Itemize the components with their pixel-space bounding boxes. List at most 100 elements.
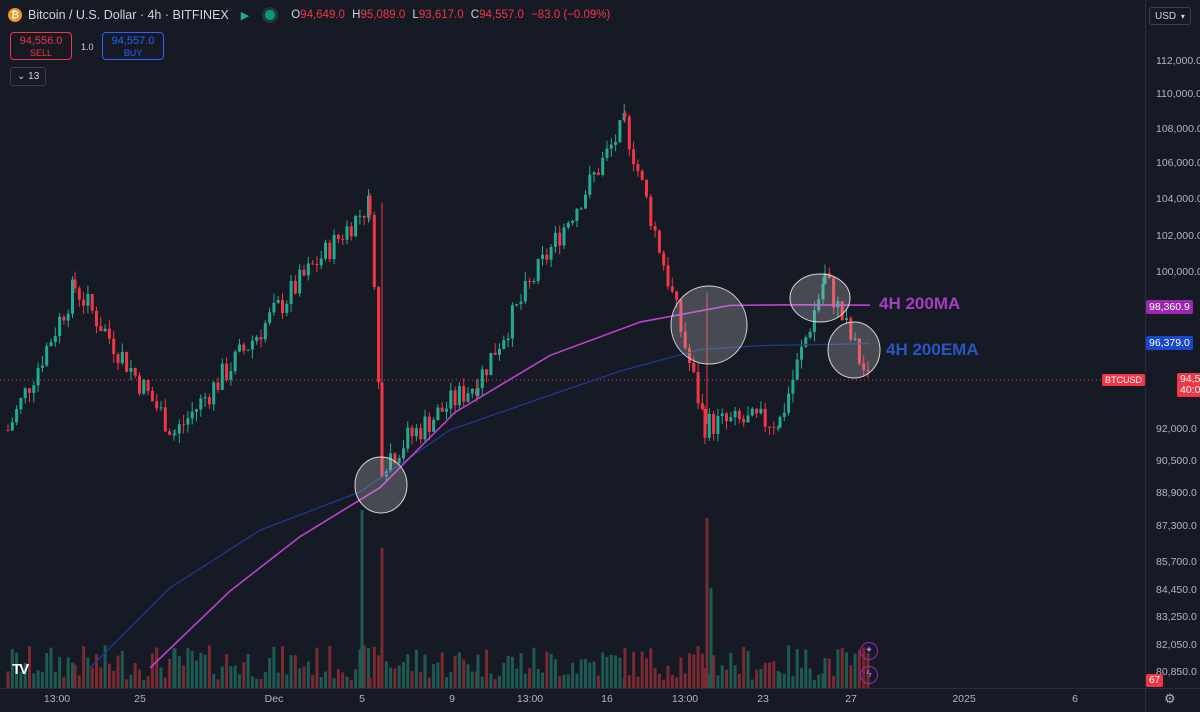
candle-body [662, 252, 666, 266]
candle-body [670, 286, 674, 292]
volume-bar [195, 660, 198, 688]
sell-button[interactable]: 94,556.0 SELL [10, 32, 72, 60]
volume-bar [263, 671, 267, 688]
candle-body [759, 408, 763, 414]
current-price-value: 94,557.0 [1180, 373, 1200, 385]
candle-body [502, 340, 506, 349]
candle-body [402, 448, 405, 459]
sell-price: 94,556.0 [19, 35, 63, 47]
candle-body [86, 293, 90, 306]
candle-body [225, 363, 229, 380]
volume-bar [62, 676, 66, 688]
chart-area[interactable] [0, 0, 1145, 688]
volume-bar [836, 649, 840, 688]
volume-bar [285, 674, 289, 688]
candle-body [588, 174, 592, 195]
candle-body [763, 408, 767, 427]
candle-body [498, 348, 501, 355]
candle-body [293, 280, 297, 294]
candle-body [173, 433, 177, 435]
volume-bar [289, 655, 293, 688]
volume-bar [315, 647, 319, 688]
candle-body [750, 408, 754, 416]
candle-body [622, 112, 626, 121]
volume-bar [493, 679, 497, 688]
candle-body [476, 388, 480, 396]
candle-body [255, 337, 259, 341]
buy-price: 94,557.0 [111, 35, 155, 47]
volume-bar [120, 650, 124, 688]
candle-body [95, 310, 98, 327]
market-status-icon[interactable] [265, 10, 276, 20]
candle-body [614, 142, 618, 145]
currency-select[interactable]: USD ▾ [1149, 7, 1191, 25]
price-tick-label: 112,000.0 [1156, 55, 1200, 67]
indicators-toggle[interactable]: ⌄ 13 [10, 67, 47, 86]
price-chart[interactable] [0, 0, 1145, 688]
candle-body [220, 363, 224, 390]
candle-body [419, 428, 423, 440]
candle-body [795, 359, 799, 380]
tradingview-logo-icon[interactable]: TV [12, 661, 29, 678]
volume-bar [246, 654, 250, 688]
candle-body [688, 348, 691, 364]
volume-bar [627, 675, 631, 688]
volume-bar [449, 671, 453, 688]
candle-body [150, 390, 154, 402]
volume-bar [592, 661, 596, 688]
volume-bar [53, 671, 57, 688]
candle-body [177, 424, 181, 434]
volume-bar [372, 646, 376, 688]
ma-price-tag: 98,360.9 [1146, 300, 1193, 314]
volume-bar [466, 664, 470, 688]
volume-bar [306, 661, 310, 688]
volume-bar [73, 664, 77, 688]
volume-bar [203, 654, 207, 688]
volume-bar [787, 645, 791, 688]
volume-bar [402, 661, 405, 688]
candle-body [112, 338, 116, 354]
candle-body [592, 172, 596, 175]
lightning-icon[interactable]: ϟ [860, 666, 878, 684]
volume-bars [6, 510, 870, 688]
ma-200-line [149, 303, 871, 669]
volume-bar [125, 679, 129, 688]
volume-bar [632, 651, 636, 688]
volume-spike [705, 518, 709, 688]
volume-bar [536, 668, 540, 688]
volume-bar [596, 675, 600, 688]
candle-body [716, 415, 720, 434]
buy-button[interactable]: 94,557.0 BUY [102, 32, 164, 60]
candle-body [190, 411, 194, 419]
symbol-title[interactable]: Bitcoin / U.S. Dollar · 4h · BITFINEX [28, 8, 229, 22]
volume-bar [712, 655, 716, 688]
chevron-down-icon: ▾ [1180, 12, 1185, 21]
volume-bar [367, 648, 370, 688]
settings-icon[interactable]: ⚙ [1164, 691, 1176, 706]
volume-bar [129, 674, 133, 688]
candle-body [821, 283, 825, 300]
candle-body [575, 208, 579, 222]
candle-body [212, 382, 216, 405]
volume-bar [579, 659, 583, 688]
volume-bar [755, 669, 759, 688]
candle-body [203, 397, 207, 399]
flag-icon[interactable]: ▶ [240, 9, 250, 22]
time-tick-label: 6 [1072, 693, 1078, 705]
ema-price-tag: 96,379.0 [1146, 336, 1193, 350]
volume-bar [32, 673, 36, 688]
volume-bar [489, 673, 493, 688]
candle-body [195, 409, 198, 412]
order-quantity[interactable]: 1.0 [81, 42, 94, 52]
volume-bar [662, 679, 666, 688]
time-axis[interactable]: 13:00 25 Dec 5 9 13:00 16 13:00 23 27 2025 6 [0, 688, 1145, 712]
price-tick-label: 92,000.0 [1156, 423, 1197, 435]
candle-body [562, 227, 566, 246]
candle-body [324, 242, 327, 259]
sparkle-icon[interactable]: ✦ [860, 642, 878, 660]
ema-200-line [89, 343, 871, 669]
volume-bar [133, 662, 137, 688]
volume-bar [605, 656, 609, 688]
candle-body [362, 215, 366, 218]
candle-body [558, 232, 562, 246]
